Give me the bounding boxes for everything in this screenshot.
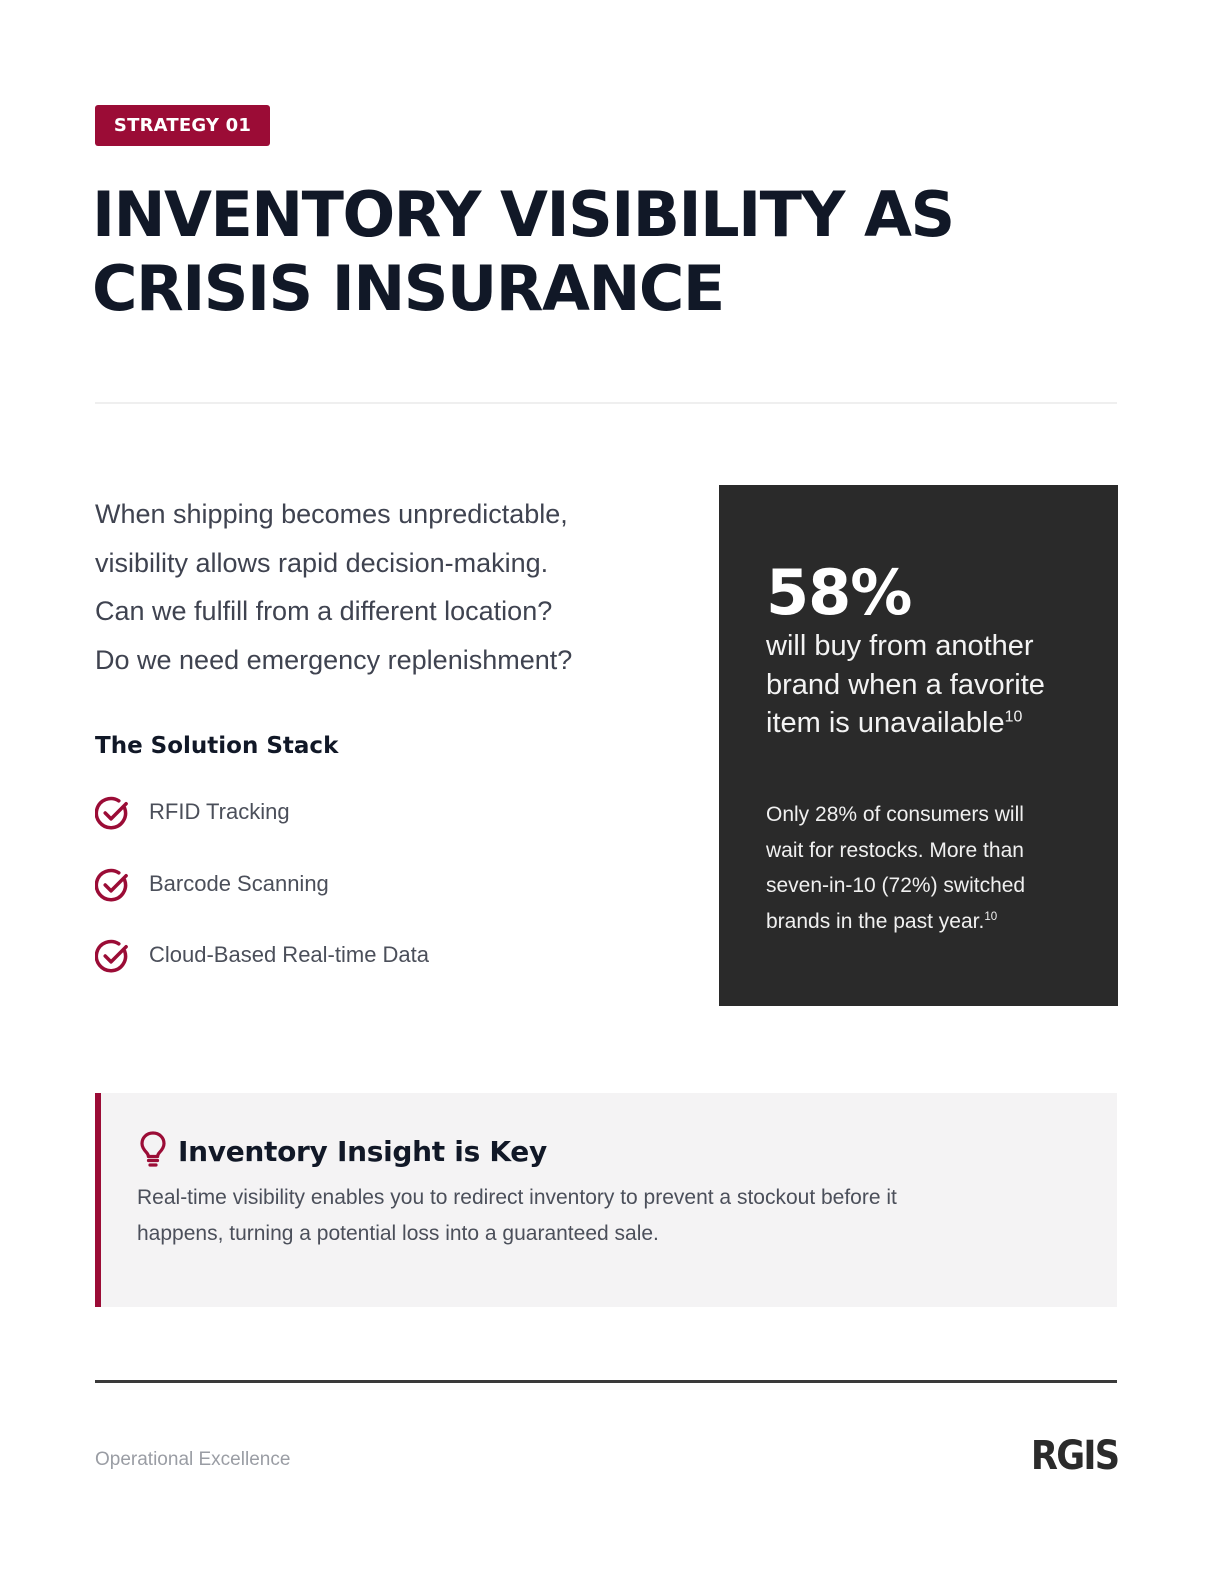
page-title-line-1: INVENTORY VISIBILITY AS: [92, 178, 955, 251]
page-title: INVENTORY VISIBILITY AS CRISIS INSURANCE: [92, 178, 1122, 326]
list-item-label: RFID Tracking: [149, 799, 290, 824]
section-divider: [95, 402, 1117, 404]
stat-note-line-3: seven-in-10 (72%) switched: [766, 874, 1026, 897]
check-circle-icon: [95, 796, 128, 830]
footnote-ref: 10: [1004, 708, 1023, 726]
strategy-badge: STRATEGY 01: [95, 105, 270, 146]
stat-description: will buy from another brand when a favor…: [766, 627, 1096, 743]
check-circle-icon: [95, 939, 128, 973]
footnote-ref: 10: [984, 910, 998, 923]
lightbulb-icon: [140, 1131, 166, 1167]
stat-note-line-1: Only 28% of consumers will: [766, 803, 1024, 826]
stat-description-line-2: brand when a favorite: [766, 668, 1045, 701]
insight-text: Real-time visibility enables you to redi…: [137, 1180, 1037, 1252]
stat-card: 58% will buy from another brand when a f…: [719, 485, 1118, 1006]
intro-line-3: Can we fulfill from a different location…: [95, 596, 553, 626]
stat-note: Only 28% of consumers will wait for rest…: [766, 797, 1086, 939]
stat-note-line-4: brands in the past year.: [766, 909, 985, 933]
solution-stack-list: RFID Tracking Barcode Scanning Cloud-Bas…: [95, 795, 655, 1010]
page-title-line-2: CRISIS INSURANCE: [92, 252, 725, 325]
insight-text-line-1: Real-time visibility enables you to redi…: [137, 1186, 897, 1209]
intro-paragraph: When shipping becomes unpredictable, vis…: [95, 490, 655, 684]
list-item-label: Barcode Scanning: [149, 870, 329, 896]
intro-line-2: visibility allows rapid decision-making.: [95, 547, 549, 578]
list-item-label: Cloud-Based Real-time Data: [149, 942, 430, 967]
stat-value: 58%: [766, 556, 912, 629]
footer-divider: [95, 1380, 1117, 1383]
intro-line-1: When shipping becomes unpredictable,: [95, 499, 568, 529]
list-item: Barcode Scanning: [95, 867, 655, 939]
insight-text-line-2: happens, turning a potential loss into a…: [137, 1222, 659, 1245]
stat-description-line-3: item is unavailable: [766, 707, 1005, 739]
stat-description-line-1: will buy from another: [766, 630, 1034, 662]
insight-title: Inventory Insight is Key: [178, 1135, 547, 1168]
solution-stack-heading: The Solution Stack: [95, 733, 339, 759]
check-circle-icon: [95, 868, 128, 901]
insight-callout: Inventory Insight is Key Real-time visib…: [95, 1093, 1117, 1307]
stat-note-line-2: wait for restocks. More than: [766, 838, 1024, 862]
footer-label: Operational Excellence: [95, 1449, 291, 1470]
rgis-logo: RGIS: [1030, 1433, 1120, 1479]
list-item: Cloud-Based Real-time Data: [95, 938, 655, 1010]
intro-line-4: Do we need emergency replenishment?: [95, 644, 573, 675]
list-item: RFID Tracking: [95, 795, 655, 867]
